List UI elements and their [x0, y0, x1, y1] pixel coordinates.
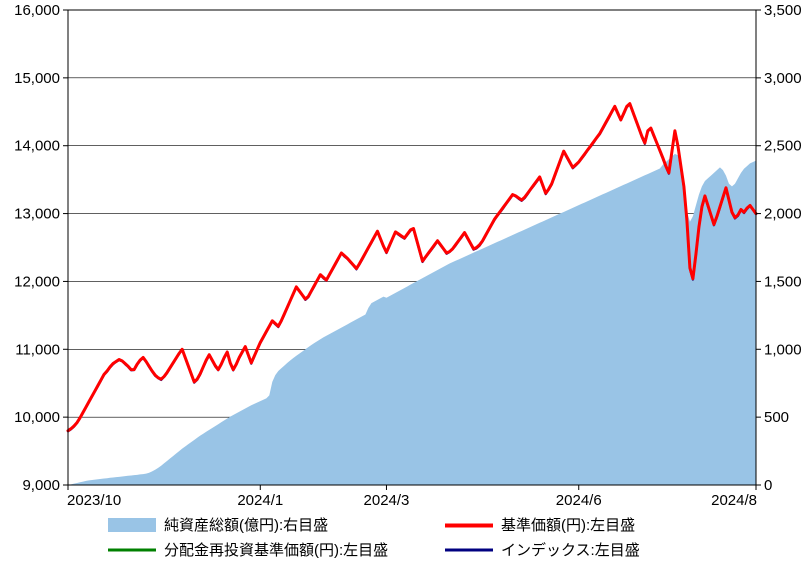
- x-label: 2024/8: [711, 492, 757, 509]
- y-right-label: 500: [764, 409, 789, 426]
- y-left-label: 10,000: [14, 409, 60, 426]
- y-right-label: 2,000: [764, 206, 801, 223]
- y-right-label: 2,500: [764, 138, 801, 155]
- x-label: 2024/6: [556, 492, 602, 509]
- x-label: 2023/10: [67, 492, 121, 509]
- legend-swatch-navy: [445, 549, 493, 552]
- legend-label-area: 純資産総額(億円):右目盛: [164, 517, 328, 534]
- x-label: 2024/1: [237, 492, 283, 509]
- legend-swatch-red: [445, 524, 493, 528]
- y-right-label: 1,000: [764, 341, 801, 358]
- y-left-label: 12,000: [14, 273, 60, 290]
- y-right-label: 3,500: [764, 2, 801, 19]
- fund-performance-chart: 9,000 10,000 11,000 12,000 13,000 14,000 15,00…: [0, 0, 801, 567]
- y-left-label: 9,000: [22, 477, 60, 494]
- y-left-label: 13,000: [14, 206, 60, 223]
- y-left-label: 16,000: [14, 2, 60, 19]
- y-left-label: 14,000: [14, 138, 60, 155]
- y-left-label: 15,000: [14, 70, 60, 87]
- legend-swatch-area: [108, 518, 156, 532]
- legend-label-green: 分配金再投資基準価額(円):左目盛: [164, 542, 388, 559]
- x-label: 2024/3: [364, 492, 410, 509]
- y-right-label: 0: [764, 477, 772, 494]
- chart-svg: 9,000 10,000 11,000 12,000 13,000 14,000 15,00…: [0, 0, 801, 567]
- legend-swatch-green: [108, 549, 156, 552]
- y-right-label: 3,000: [764, 70, 801, 87]
- legend-label-red: 基準価額(円):左目盛: [501, 517, 635, 534]
- y-right-label: 1,500: [764, 273, 801, 290]
- legend-label-navy: インデックス:左目盛: [501, 541, 640, 559]
- y-left-label: 11,000: [15, 341, 60, 358]
